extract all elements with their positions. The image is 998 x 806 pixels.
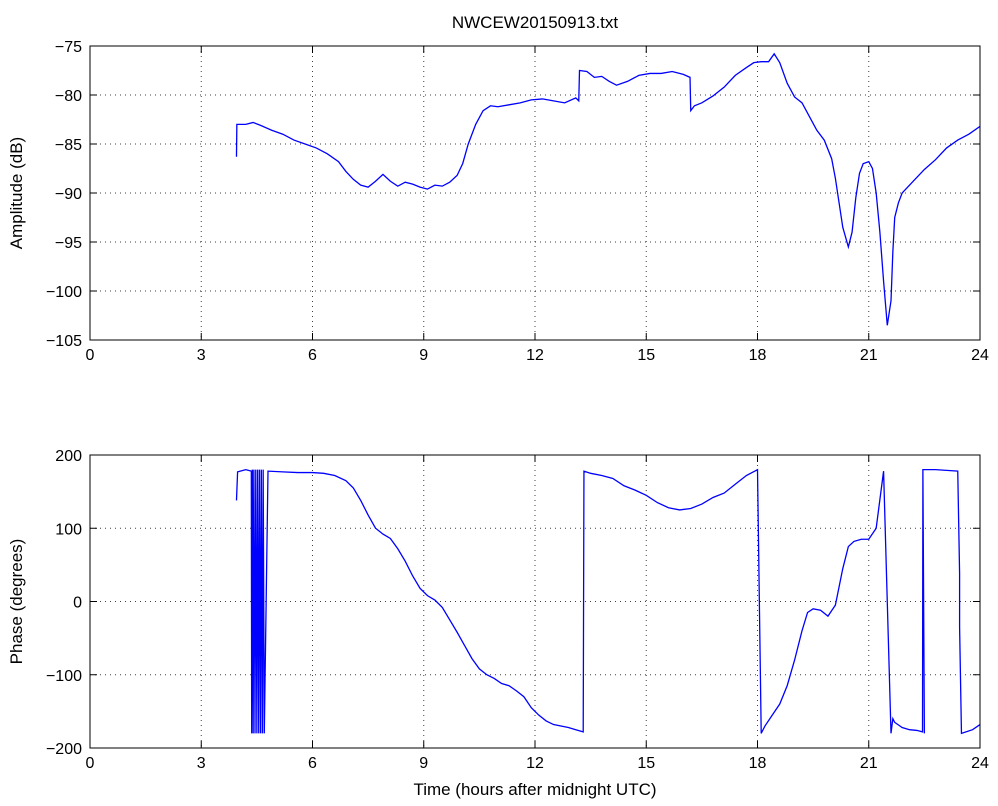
phase-x-tick-label: 3 — [197, 755, 206, 772]
phase-y-tick-label: 100 — [55, 521, 82, 538]
amplitude-x-tick-label: 9 — [419, 347, 428, 364]
amplitude-y-tick-label: −105 — [46, 333, 82, 350]
phase-y-tick-label: −200 — [46, 741, 82, 758]
phase-x-tick-label: 15 — [637, 755, 655, 772]
amplitude-x-tick-label: 18 — [749, 347, 767, 364]
time-x-axis-label: Time (hours after midnight UTC) — [413, 780, 656, 799]
amplitude-panel: NWCEW20150913.txt 0 3 6 9 12 15 18 21 24 −75 −80 −8… — [7, 13, 989, 364]
amplitude-y-tick-label: −95 — [55, 235, 82, 252]
phase-x-tick-label: 6 — [308, 755, 317, 772]
amplitude-grid — [90, 46, 980, 340]
amplitude-y-axis-label: Amplitude (dB) — [7, 137, 26, 249]
amplitude-x-tick-label: 0 — [86, 347, 95, 364]
phase-x-tick-label: 9 — [419, 755, 428, 772]
chart-title: NWCEW20150913.txt — [452, 13, 619, 32]
amplitude-y-tick-label: −75 — [55, 39, 82, 56]
phase-y-axis-label: Phase (degrees) — [7, 539, 26, 665]
phase-ticks: 0 3 6 9 12 15 18 21 24 200 100 0 −100 −200 — [46, 448, 989, 772]
phase-y-tick-label: 200 — [55, 448, 82, 465]
amplitude-y-tick-label: −100 — [46, 284, 82, 301]
phase-x-tick-label: 12 — [526, 755, 544, 772]
phase-series-line — [235, 468, 981, 735]
amplitude-y-tick-label: −80 — [55, 88, 82, 105]
amplitude-x-tick-label: 6 — [308, 347, 317, 364]
amplitude-y-tick-label: −90 — [55, 186, 82, 203]
phase-grid — [90, 455, 980, 748]
amplitude-ticks: 0 3 6 9 12 15 18 21 24 −75 −80 −85 −90 −95 −100 −105 — [46, 39, 989, 364]
amplitude-x-tick-label: 15 — [637, 347, 655, 364]
phase-y-tick-label: 0 — [73, 595, 82, 612]
amplitude-x-tick-label: 12 — [526, 347, 544, 364]
amplitude-y-tick-label: −85 — [55, 137, 82, 154]
phase-y-tick-label: −100 — [46, 668, 82, 685]
amplitude-x-tick-label: 21 — [860, 347, 878, 364]
amplitude-series-line — [235, 52, 981, 326]
amplitude-x-tick-label: 3 — [197, 347, 206, 364]
phase-panel: 0 3 6 9 12 15 18 21 24 200 100 0 −100 −200 Phase (deg… — [7, 448, 989, 799]
phase-x-tick-label: 21 — [860, 755, 878, 772]
amplitude-x-tick-label: 24 — [971, 347, 989, 364]
phase-x-tick-label: 18 — [749, 755, 767, 772]
phase-x-tick-label: 0 — [86, 755, 95, 772]
phase-x-tick-label: 24 — [971, 755, 989, 772]
